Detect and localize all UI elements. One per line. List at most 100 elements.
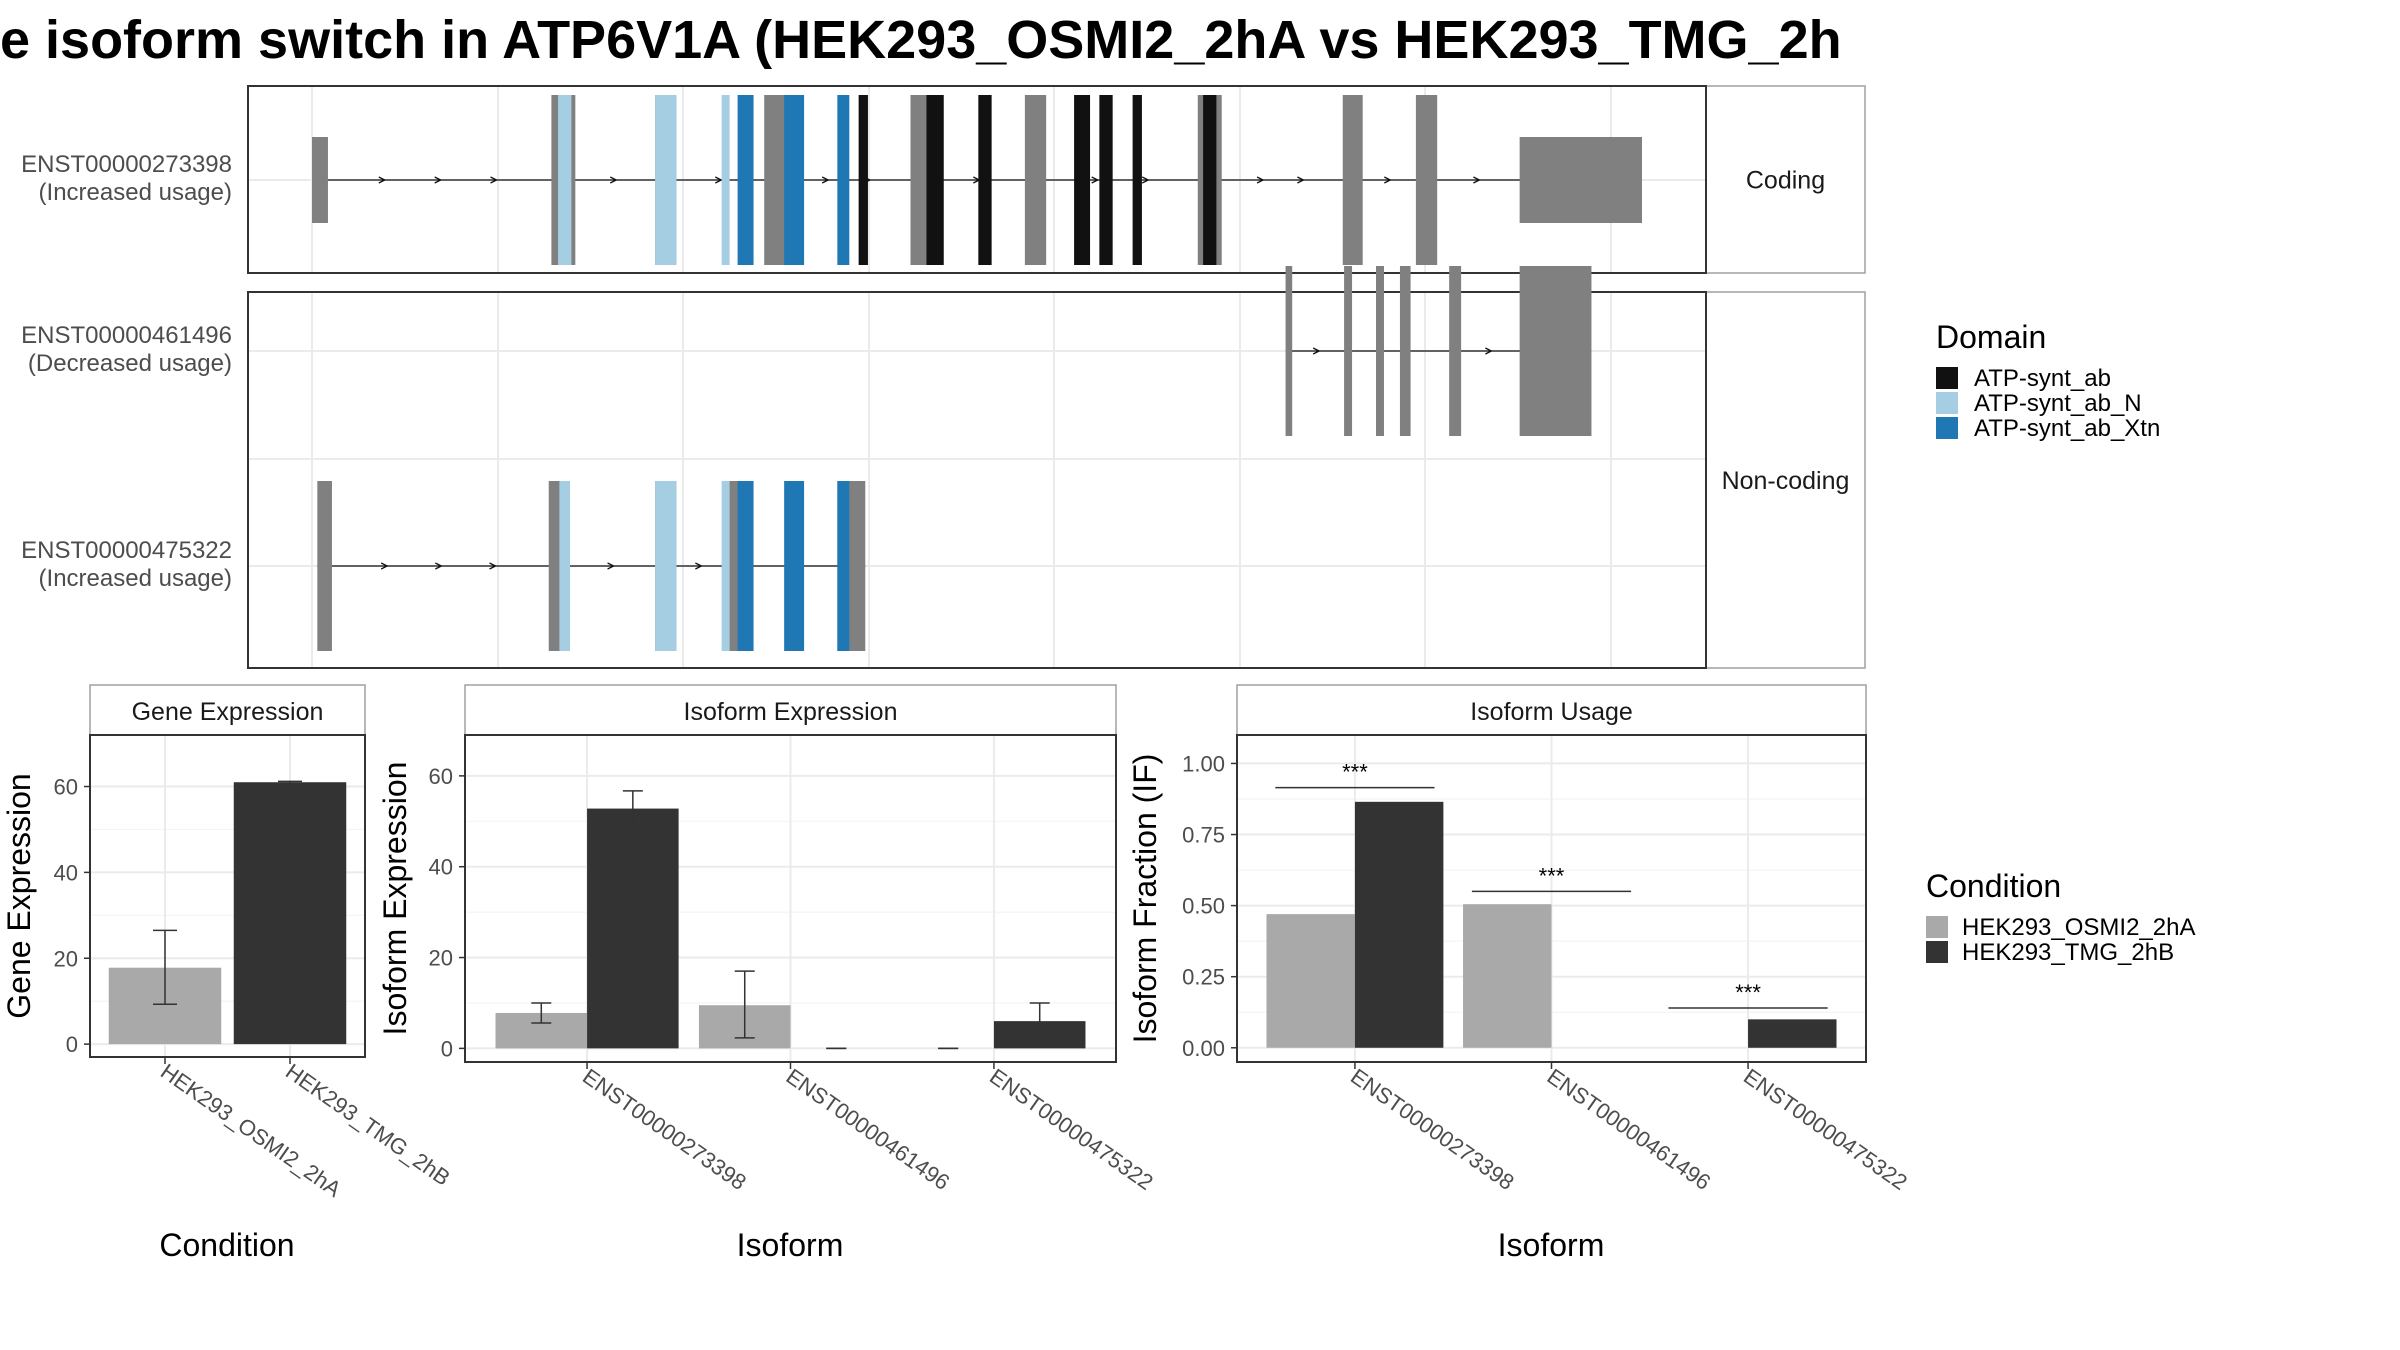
y-tick-label: 1.00 bbox=[1182, 751, 1225, 776]
facet-strip-non-coding bbox=[1705, 291, 1866, 669]
x-tick-label: ENST00000461496 bbox=[782, 1064, 955, 1195]
intron-arrow bbox=[1141, 176, 1150, 184]
intron-arrow bbox=[1384, 176, 1392, 184]
intron-arrow bbox=[1312, 347, 1321, 355]
domain-atp-synt-ab-n bbox=[655, 95, 677, 265]
condition-legend-title: Condition bbox=[1926, 868, 2061, 904]
exon bbox=[1449, 266, 1462, 436]
significance-label: *** bbox=[1342, 760, 1368, 785]
transcript-usage-label: (Decreased usage) bbox=[28, 350, 232, 377]
facet-strip-coding bbox=[1705, 85, 1866, 274]
bar-enst00000273398-hek293-tmg-2hb bbox=[1354, 801, 1444, 1048]
domain-atp-synt-ab-xtn bbox=[784, 95, 805, 265]
x-tick-label: ENST00000461496 bbox=[1543, 1064, 1716, 1195]
significance-label: *** bbox=[1735, 980, 1761, 1005]
bar-chart-panels: Gene Expression0204060HEK293_OSMI2_2hAHE… bbox=[1, 684, 1912, 1263]
transcript-usage-label: (Increased usage) bbox=[39, 565, 232, 592]
y-axis-title: Gene Expression bbox=[1, 773, 37, 1018]
x-tick-label: ENST00000475322 bbox=[1739, 1064, 1912, 1195]
x-tick-label: ENST00000273398 bbox=[1346, 1064, 1519, 1195]
domain-legend-label-atp-synt-ab-xtn: ATP-synt_ab_Xtn bbox=[1974, 415, 2160, 442]
intron-arrow bbox=[378, 176, 387, 184]
condition-legend-label-osmi2: HEK293_OSMI2_2hA bbox=[1962, 914, 2195, 941]
exon bbox=[764, 95, 786, 265]
y-tick-label: 0 bbox=[441, 1036, 453, 1061]
chart-strip bbox=[89, 684, 366, 736]
condition-legend: Condition HEK293_OSMI2_2hA HEK293_TMG_2h… bbox=[1926, 868, 2195, 966]
facet-strip-label-non-coding: Non-coding bbox=[1722, 467, 1850, 495]
exon bbox=[1285, 266, 1293, 436]
intron-arrow bbox=[695, 562, 703, 570]
structure-panel-border-1 bbox=[247, 291, 1707, 669]
transcript-enst00000273398: ENST00000273398(Increased usage) bbox=[21, 95, 1642, 265]
domain-legend-label-atp-synt-ab-n: ATP-synt_ab_N bbox=[1974, 390, 2142, 417]
transcript-structure-panels: CodingNon-codingENST00000273398(Increase… bbox=[21, 85, 1866, 669]
exon bbox=[1024, 95, 1047, 265]
x-axis-title: Isoform bbox=[737, 1227, 844, 1263]
chart-title: Gene Expression bbox=[132, 698, 324, 726]
y-tick-label: 0 bbox=[66, 1032, 78, 1057]
intron-arrow bbox=[490, 176, 498, 184]
transcript-label: ENST00000461496 bbox=[21, 322, 232, 349]
chart-panel-border bbox=[89, 734, 366, 1058]
domain-atp-synt-ab-xtn bbox=[837, 481, 850, 651]
chart-strip bbox=[1236, 684, 1867, 736]
y-tick-label: 0.25 bbox=[1182, 965, 1225, 990]
y-tick-label: 0.50 bbox=[1182, 894, 1225, 919]
intron-arrow bbox=[609, 176, 618, 184]
structure-panel-border-0 bbox=[247, 85, 1707, 274]
y-axis-title: Isoform Fraction (IF) bbox=[1127, 754, 1163, 1044]
bar-enst00000273398-hek293-tmg-2hb bbox=[587, 808, 679, 1049]
intron-arrow bbox=[607, 562, 616, 570]
chart-title: Isoform Usage bbox=[1470, 698, 1633, 726]
exon bbox=[1344, 266, 1353, 436]
domain-legend-label-atp-synt-ab: ATP-synt_ab bbox=[1974, 365, 2111, 392]
y-axis-title: Isoform Expression bbox=[377, 762, 413, 1036]
domain-legend-swatch-atp-synt-ab bbox=[1936, 367, 1958, 389]
transcript-enst00000461496: ENST00000461496(Decreased usage) bbox=[21, 266, 1592, 436]
intron-arrow bbox=[435, 562, 443, 570]
transcript-label: ENST00000273398 bbox=[21, 151, 232, 178]
transcript-enst00000475322: ENST00000475322(Increased usage) bbox=[21, 481, 866, 651]
y-tick-label: 0.00 bbox=[1182, 1036, 1225, 1061]
y-tick-label: 60 bbox=[54, 775, 78, 800]
domain-atp-synt-ab-n bbox=[559, 481, 571, 651]
bar-hek293-tmg-2hb bbox=[233, 782, 347, 1045]
y-tick-label: 0.75 bbox=[1182, 823, 1225, 848]
significance-label: *** bbox=[1539, 863, 1565, 888]
intron-arrow bbox=[489, 562, 497, 570]
domain-atp-synt-ab bbox=[858, 95, 868, 265]
y-tick-label: 20 bbox=[54, 946, 78, 971]
condition-legend-swatch-tmg bbox=[1926, 941, 1948, 963]
domain-legend: Domain ATP-synt_ab ATP-synt_ab_N ATP-syn… bbox=[1936, 319, 2160, 442]
intron-arrow bbox=[1473, 176, 1481, 184]
y-tick-label: 60 bbox=[429, 764, 453, 789]
x-axis-title: Condition bbox=[159, 1227, 294, 1263]
domain-atp-synt-ab-xtn bbox=[837, 95, 850, 265]
domain-legend-title: Domain bbox=[1936, 319, 2046, 355]
bar-enst00000461496-hek293-osmi2-2ha bbox=[1463, 904, 1552, 1048]
exon bbox=[1519, 137, 1642, 223]
y-tick-label: 20 bbox=[429, 946, 453, 971]
facet-strip-label-coding: Coding bbox=[1746, 167, 1825, 195]
domain-atp-synt-ab-n bbox=[721, 95, 730, 265]
x-tick-label: ENST00000475322 bbox=[985, 1064, 1158, 1195]
exon bbox=[1519, 266, 1592, 436]
y-tick-label: 40 bbox=[54, 860, 78, 885]
domain-atp-synt-ab bbox=[1099, 95, 1113, 265]
structure-panel-1 bbox=[247, 291, 1707, 669]
figure-title: e isoform switch in ATP6V1A (HEK293_OSMI… bbox=[0, 10, 1842, 70]
exon bbox=[317, 481, 332, 651]
chart-isoform-usage: Isoform Usage 0.00 0.25 0.50 0.75 1.00 *** *** *… bbox=[1127, 684, 1912, 1263]
y-tick-label: 40 bbox=[429, 855, 453, 880]
exon bbox=[1399, 266, 1411, 436]
exon bbox=[312, 137, 328, 223]
domain-atp-synt-ab bbox=[978, 95, 992, 265]
domain-atp-synt-ab-n bbox=[721, 481, 730, 651]
domain-legend-swatch-atp-synt-ab-xtn bbox=[1936, 417, 1958, 439]
domain-atp-synt-ab bbox=[1074, 95, 1091, 265]
condition-legend-swatch-osmi2 bbox=[1926, 916, 1948, 938]
intron-arrow bbox=[1256, 176, 1265, 184]
transcript-usage-label: (Increased usage) bbox=[39, 179, 232, 206]
